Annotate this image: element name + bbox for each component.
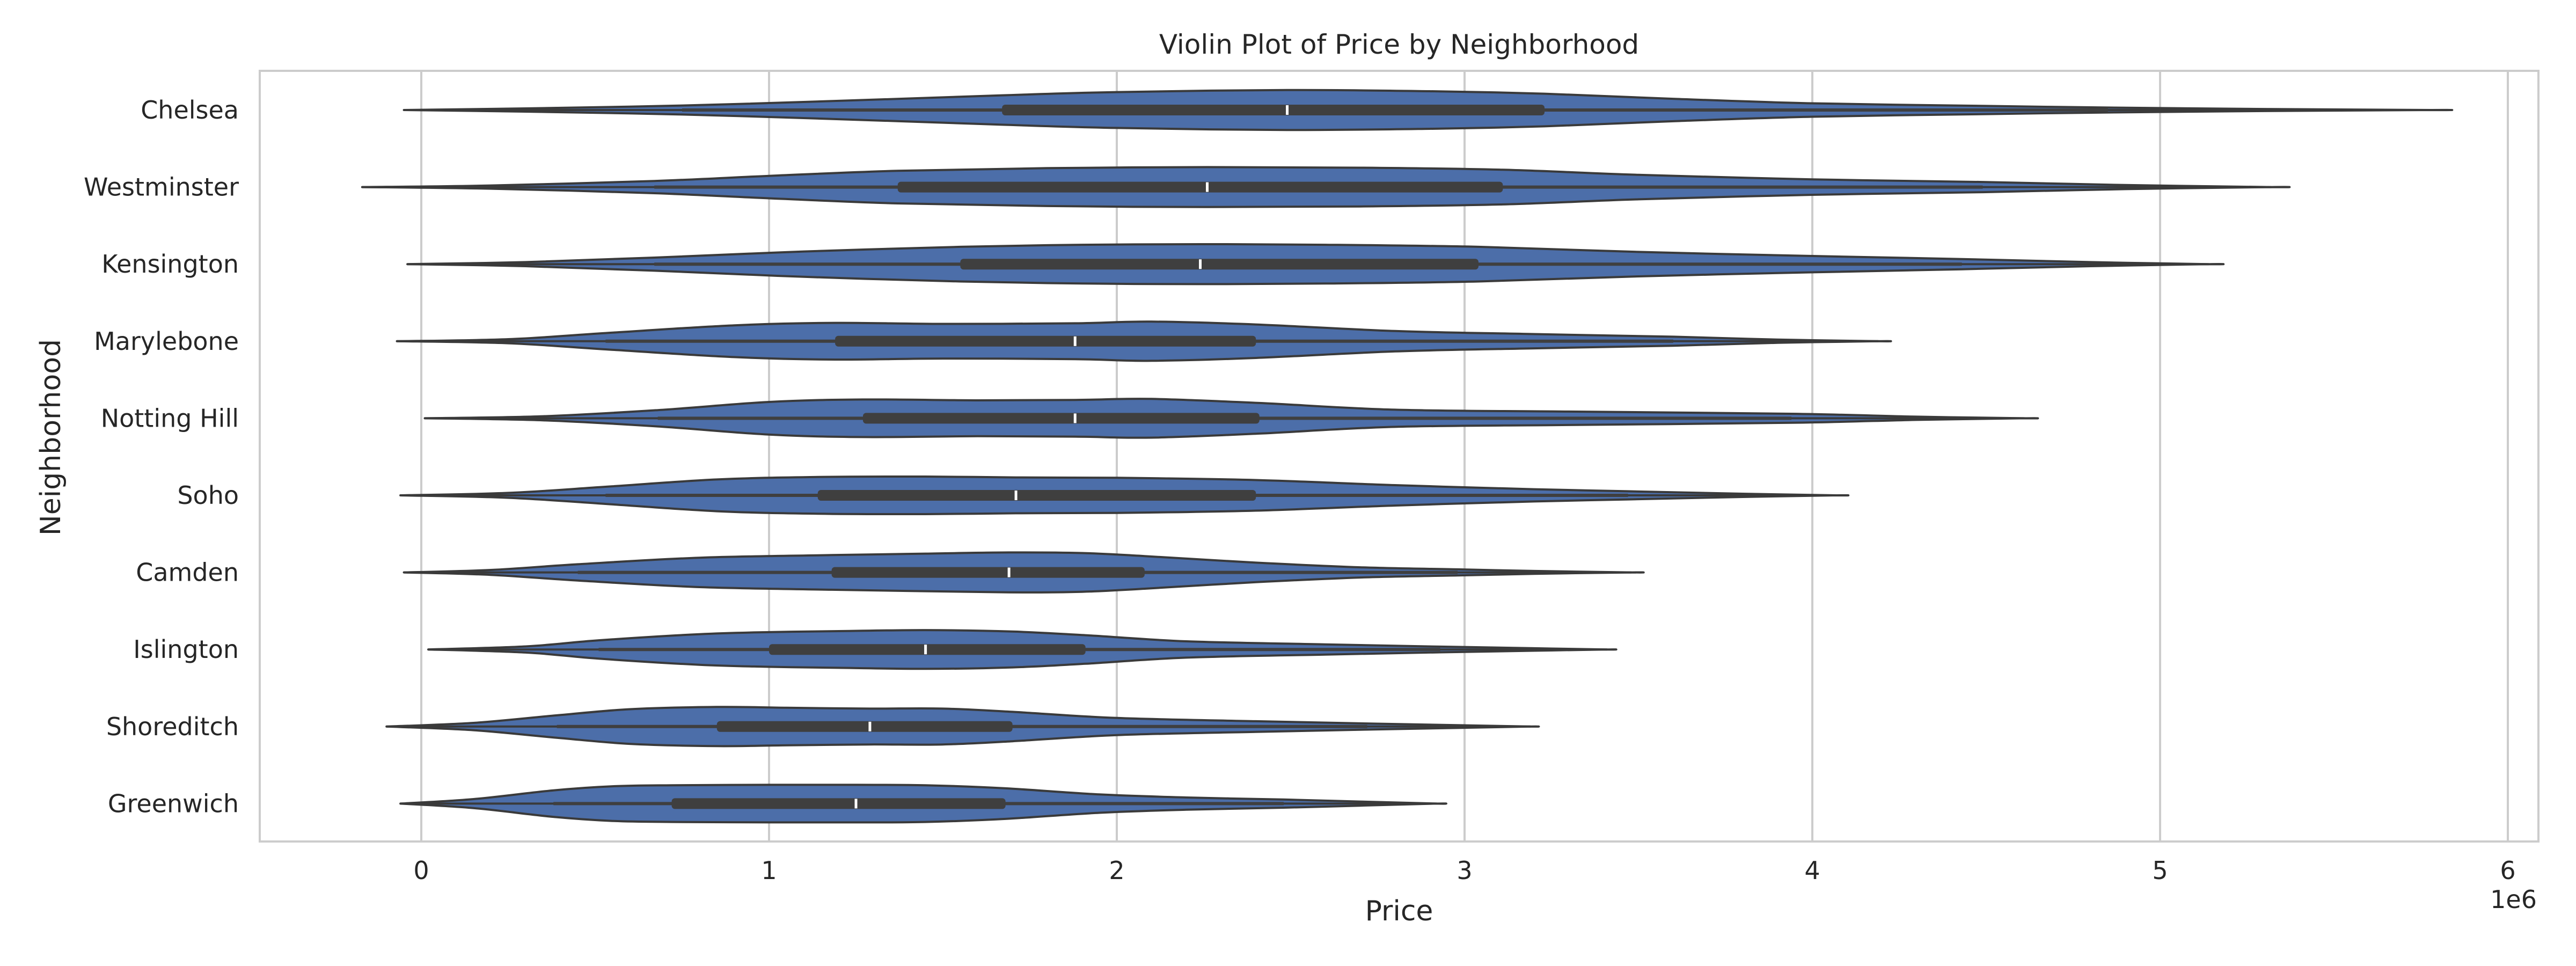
- y-tick-label: Kensington: [101, 250, 239, 279]
- y-tick-label: Westminster: [84, 173, 239, 202]
- violin-iqr-box: [831, 567, 1145, 578]
- y-tick-label: Camden: [136, 558, 239, 587]
- x-tick-label: 5: [2152, 856, 2168, 885]
- x-axis-offset-label: 1e6: [2490, 885, 2537, 914]
- y-axis-label: Neighborhood: [35, 339, 67, 536]
- violin-iqr-box: [960, 259, 1479, 270]
- x-tick-label: 0: [413, 856, 429, 885]
- y-tick-label: Greenwich: [108, 789, 239, 818]
- y-tick-label: Marylebone: [94, 327, 239, 356]
- x-axis-label: Price: [1365, 895, 1433, 927]
- chart-title: Violin Plot of Price by Neighborhood: [1159, 29, 1639, 60]
- x-tick-label: 3: [1457, 856, 1472, 885]
- violin-iqr-box: [897, 181, 1503, 193]
- x-tick-label: 2: [1109, 856, 1124, 885]
- violin-iqr-box: [862, 413, 1260, 424]
- violin-iqr-box: [817, 490, 1256, 501]
- x-tick-label: 1: [761, 856, 777, 885]
- tick-layer: 0 1 2 3 4 5 6 Chelsea Westminster Kensington Maryl…: [84, 96, 2516, 885]
- x-tick-label: 4: [1804, 856, 1820, 885]
- y-tick-label: Islington: [133, 635, 239, 664]
- violin-iqr-box: [671, 798, 1006, 809]
- violin-iqr-box: [1002, 105, 1545, 115]
- y-tick-label: Chelsea: [141, 96, 239, 125]
- violin-iqr-box: [769, 644, 1086, 655]
- y-tick-label: Notting Hill: [101, 404, 239, 433]
- x-tick-label: 6: [2500, 856, 2515, 885]
- plot-frame: [259, 70, 2540, 843]
- y-tick-label: Shoreditch: [106, 712, 239, 741]
- violin-iqr-box: [835, 335, 1256, 347]
- violin-iqr-box: [716, 721, 1013, 732]
- y-tick-label: Soho: [177, 481, 239, 510]
- violin-layer: [361, 89, 2454, 824]
